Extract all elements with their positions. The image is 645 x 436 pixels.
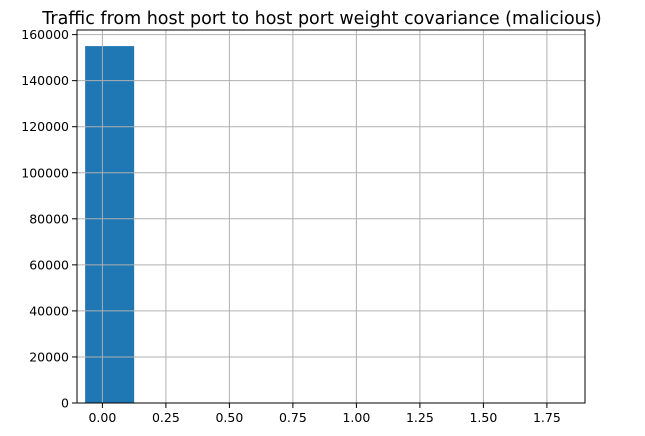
x-tick-label: 0.25: [152, 410, 180, 425]
x-tick-label: 0.00: [88, 410, 116, 425]
grid: [77, 30, 585, 404]
x-tick-label: 0.50: [215, 410, 243, 425]
y-tick-label: 60000: [29, 257, 69, 272]
plot-frame: [76, 29, 586, 404]
chart-title: Traffic from host port to host port weig…: [41, 9, 601, 29]
x-tick-label: 1.50: [469, 410, 497, 425]
histogram-bar-0: [85, 46, 135, 404]
y-tick-label: 40000: [29, 303, 69, 318]
y-tick-label: 100000: [21, 165, 69, 180]
y-tick-label: 80000: [29, 211, 69, 226]
x-tick-label: 0.75: [279, 410, 307, 425]
axis-ticks: 0.00 0.25 0.50 0.75 1.00 1.25 1.50 1.75 0 20000 40…: [21, 27, 561, 425]
y-tick-label: 120000: [21, 119, 69, 134]
bars: [85, 46, 135, 404]
y-tick-label: 0: [61, 396, 69, 411]
x-tick-label: 1.00: [342, 410, 370, 425]
x-tick-label: 1.25: [406, 410, 434, 425]
y-tick-label: 160000: [21, 27, 69, 42]
y-tick-label: 20000: [29, 349, 69, 364]
x-tick-label: 1.75: [533, 410, 561, 425]
y-tick-label: 140000: [21, 73, 69, 88]
